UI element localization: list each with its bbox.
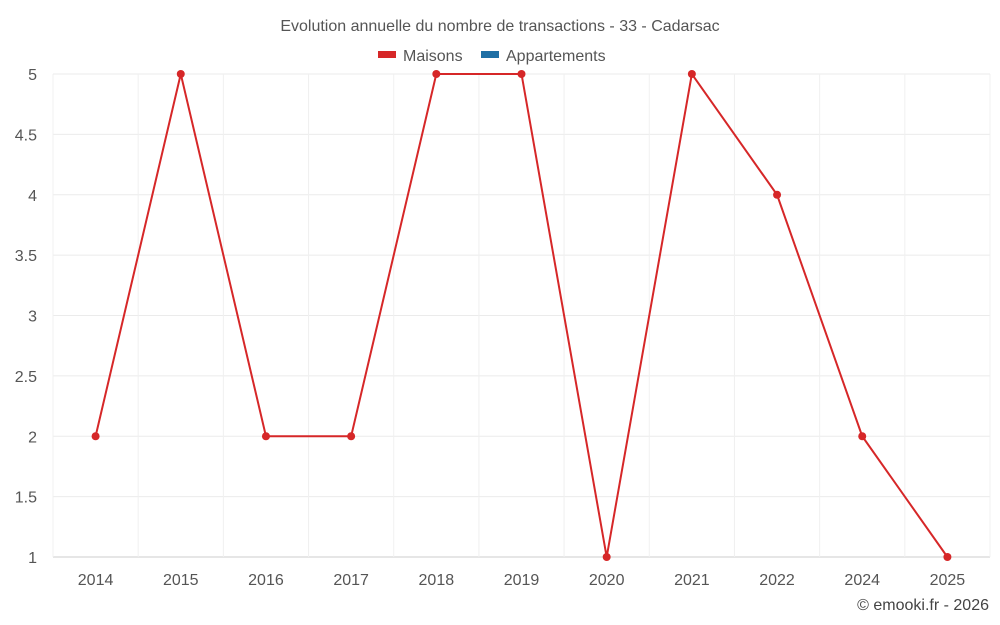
data-point <box>943 553 952 561</box>
data-point <box>261 432 270 441</box>
data-point <box>687 70 696 78</box>
legend-label-appartements[interactable]: Appartements <box>506 48 606 65</box>
x-tick-label: 2018 <box>419 572 455 589</box>
y-tick-label: 4.5 <box>15 127 37 144</box>
y-tick-label: 2 <box>28 429 37 446</box>
legend-swatch-maisons <box>378 51 396 58</box>
x-tick-label: 2025 <box>930 572 966 589</box>
x-tick-label: 2020 <box>589 572 625 589</box>
data-point <box>773 190 782 199</box>
x-tick-label: 2019 <box>504 572 540 589</box>
y-tick-label: 3.5 <box>15 248 37 265</box>
y-tick-label: 3 <box>28 309 37 326</box>
x-tick-label: 2021 <box>674 572 710 589</box>
credit: © emooki.fr - 2026 <box>857 597 989 614</box>
y-tick-label: 2.5 <box>15 369 37 386</box>
data-point <box>517 70 526 78</box>
x-tick-label: 2015 <box>163 572 199 589</box>
data-point <box>602 553 611 561</box>
legend-label-maisons[interactable]: Maisons <box>403 48 463 65</box>
legend: Maisons Appartements <box>378 48 606 65</box>
y-tick-label: 5 <box>28 67 37 84</box>
data-point <box>176 70 185 78</box>
y-tick-label: 1.5 <box>15 490 37 507</box>
x-tick-label: 2022 <box>759 572 795 589</box>
y-tick-label: 1 <box>28 550 37 567</box>
data-point <box>858 432 867 441</box>
chart-title: Evolution annuelle du nombre de transact… <box>280 18 719 35</box>
x-tick-label: 2016 <box>248 572 284 589</box>
y-tick-label: 4 <box>28 188 37 205</box>
x-tick-label: 2014 <box>78 572 114 589</box>
x-tick-label: 2017 <box>333 572 369 589</box>
data-point <box>347 432 356 441</box>
data-point <box>91 432 100 441</box>
data-point <box>432 70 441 78</box>
x-tick-label: 2024 <box>844 572 880 589</box>
legend-swatch-appartements <box>481 51 499 58</box>
